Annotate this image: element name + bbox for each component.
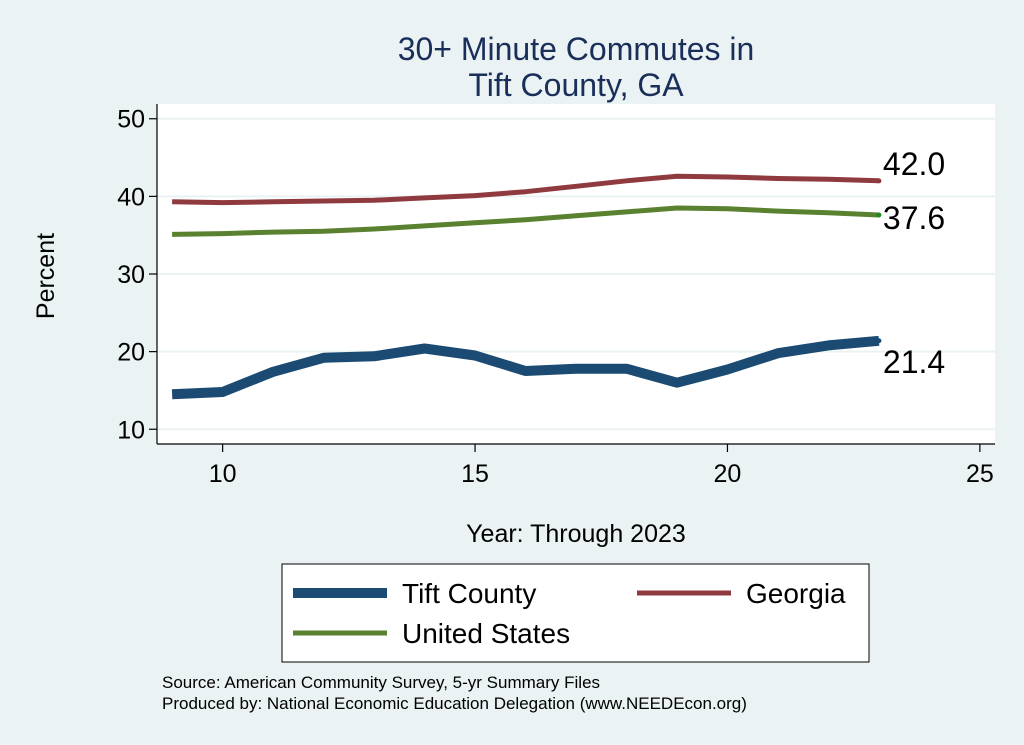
legend-label-tift-county: Tift County [402,578,536,609]
source-note: Source: American Community Survey, 5-yr … [162,673,600,692]
legend: Tift County Georgia United States [281,563,870,663]
end-label-united-states: 37.6 [883,200,945,236]
end-label-tift-county: 21.4 [883,344,945,380]
x-tick-label-25: 25 [966,460,994,488]
end-marker-georgia [876,178,882,184]
series-line-georgia [172,173,879,206]
y-tick-label-20: 20 [117,339,145,367]
axes: 10 20 30 40 50 10 15 20 25 [117,104,995,488]
chart-title-line-2: Tift County, GA [468,67,684,103]
y-tick-label-50: 50 [117,106,145,134]
x-axis-title: Year: Through 2023 [466,520,686,548]
end-marker-united-states [876,212,882,218]
y-tick-label-40: 40 [117,183,145,211]
x-tick-label-20: 20 [714,460,742,488]
x-tick-label-15: 15 [461,460,489,488]
end-marker-tift-county [876,338,882,344]
legend-box [281,563,870,663]
chart-title-line-1: 30+ Minute Commutes in [398,31,755,67]
series-line-tift-county [171,335,880,400]
end-label-georgia: 42.0 [883,146,945,182]
legend-label-georgia: Georgia [746,578,846,609]
producer-note: Produced by: National Economic Education… [162,694,747,713]
x-tick-label-10: 10 [209,460,237,488]
legend-label-united-states: United States [402,618,570,649]
grid-lines [157,117,995,431]
series-lines [171,173,880,400]
series-line-united-states [172,205,880,237]
y-axis-title: Percent [32,233,60,319]
y-tick-label-30: 30 [117,261,145,289]
end-labels: 21.4 42.0 37.6 [876,146,945,380]
y-tick-label-10: 10 [117,416,145,444]
